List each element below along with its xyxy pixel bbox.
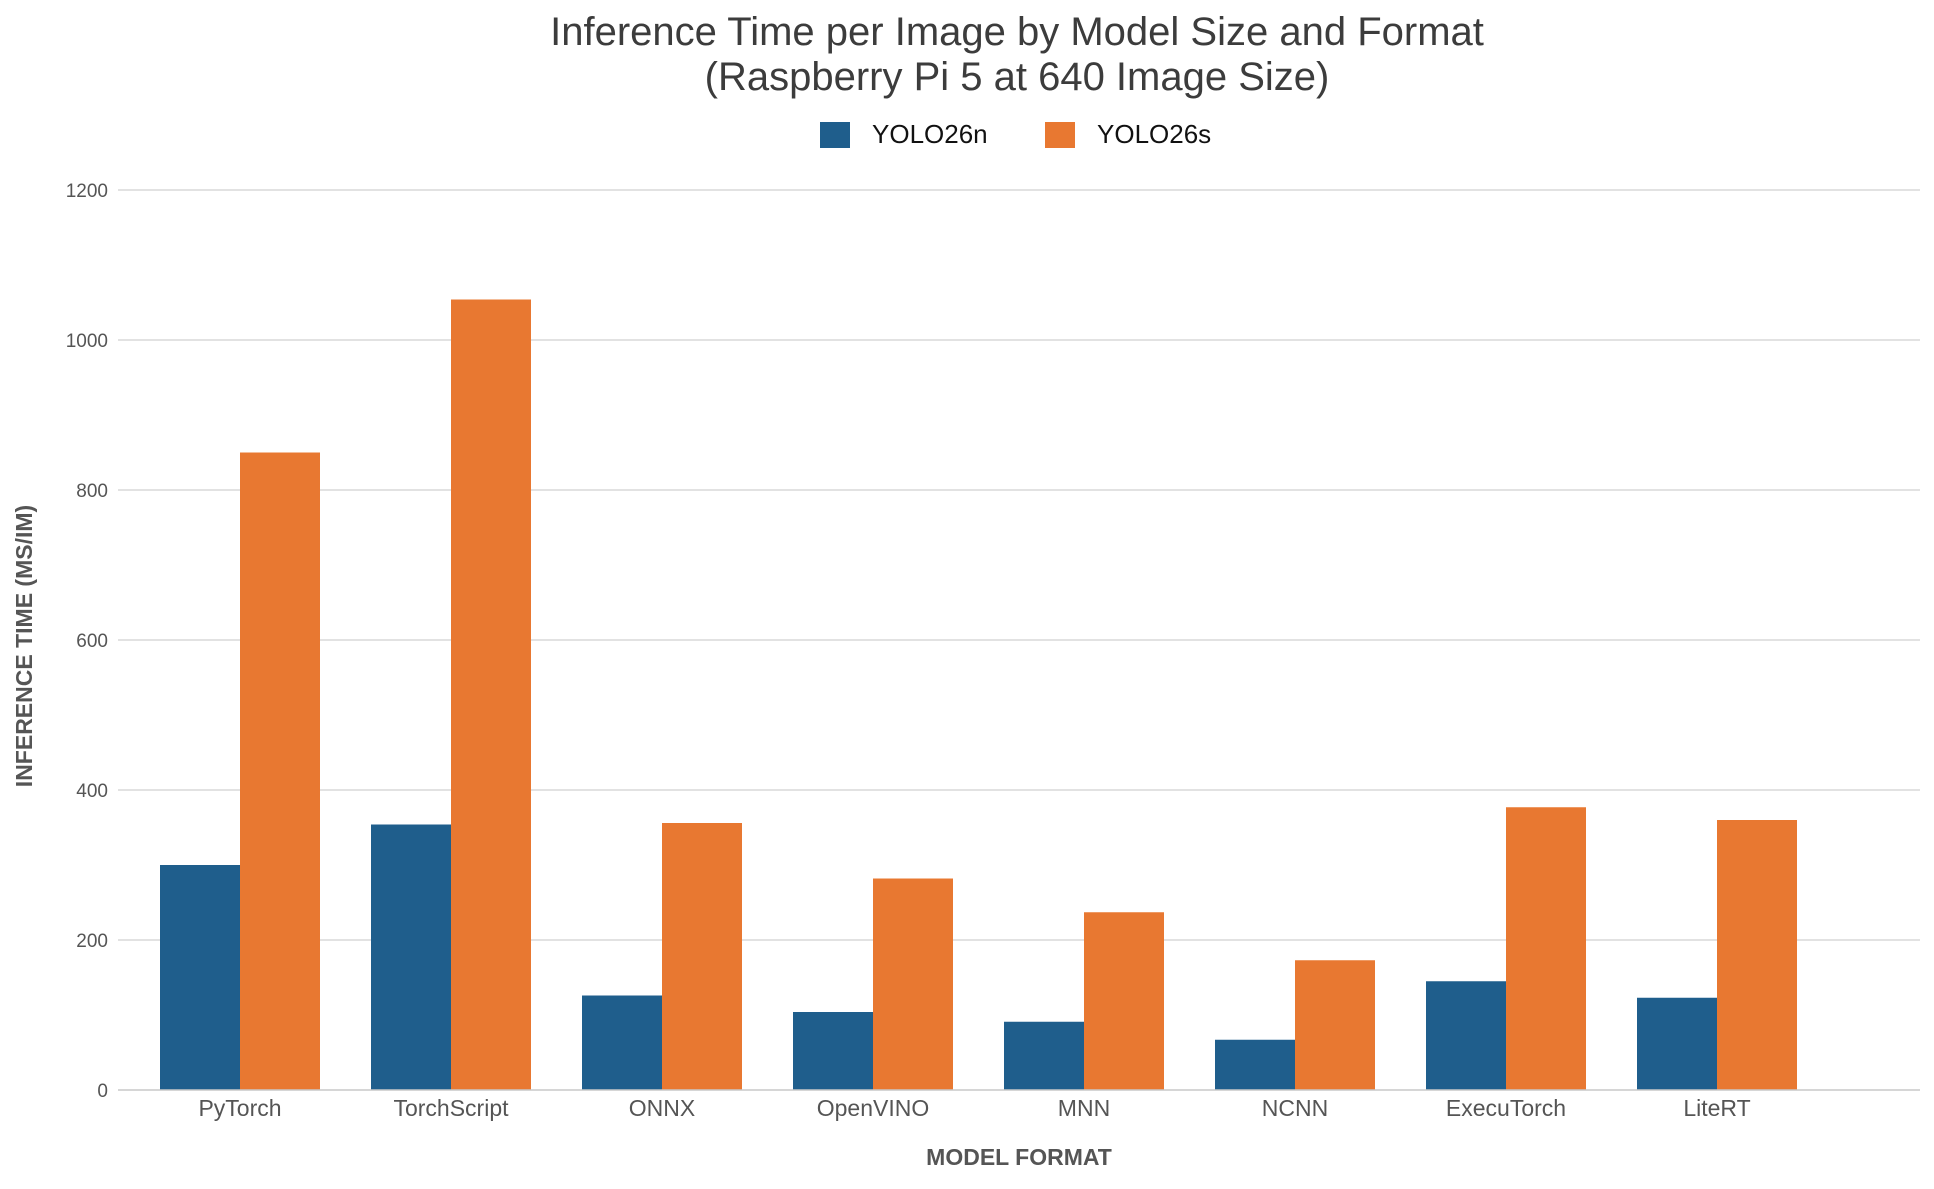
bar-yolo26s-onnx[interactable] [662, 823, 742, 1090]
x-tick-label: ExecuTorch [1446, 1095, 1566, 1121]
bars [160, 299, 1797, 1091]
bar-yolo26n-litert[interactable] [1637, 997, 1717, 1090]
x-tick-label: MNN [1058, 1095, 1110, 1121]
bar-yolo26s-torchscript[interactable] [451, 299, 531, 1091]
bar-yolo26s-pytorch[interactable] [240, 452, 320, 1091]
y-tick-label: 0 [97, 1081, 108, 1102]
bar-yolo26s-ncnn[interactable] [1295, 960, 1375, 1090]
legend-swatch-series-0 [820, 122, 850, 148]
x-tick-label: TorchScript [393, 1095, 509, 1121]
chart-title-line1: Inference Time per Image by Model Size a… [550, 10, 1484, 54]
legend-label-series-1: YOLO26s [1097, 119, 1211, 149]
x-tick-label: LiteRT [1683, 1095, 1750, 1121]
y-tick-label: 400 [76, 781, 108, 802]
bar-yolo26n-torchscript[interactable] [371, 824, 451, 1091]
bar-yolo26n-mnn[interactable] [1004, 1021, 1084, 1090]
bar-yolo26n-openvino[interactable] [793, 1012, 873, 1090]
legend-item-series-1[interactable]: YOLO26s [1045, 119, 1211, 149]
gridlines [118, 189, 1920, 941]
y-tick-label: 1000 [66, 331, 108, 352]
x-axis-ticks: PyTorch TorchScript ONNX OpenVINO MNN NCNN Exe… [198, 1095, 1750, 1121]
bar-yolo26s-litert[interactable] [1717, 820, 1797, 1090]
y-tick-label: 600 [76, 631, 108, 652]
bar-yolo26s-mnn[interactable] [1084, 912, 1164, 1090]
bar-yolo26n-onnx[interactable] [582, 995, 662, 1091]
bar-yolo26s-executorch[interactable] [1506, 807, 1586, 1090]
y-axis-ticks: 0 200 400 600 800 1000 1200 [66, 181, 108, 1102]
bar-yolo26n-ncnn[interactable] [1215, 1039, 1295, 1090]
y-tick-label: 1200 [66, 181, 108, 202]
y-axis-label: INFERENCE TIME (MS/IM) [11, 505, 37, 787]
y-tick-label: 200 [76, 931, 108, 952]
y-tick-label: 800 [76, 481, 108, 502]
x-tick-label: OpenVINO [817, 1095, 930, 1121]
chart-title-line2: (Raspberry Pi 5 at 640 Image Size) [705, 55, 1330, 99]
x-tick-label: ONNX [629, 1095, 695, 1121]
legend-swatch-series-1 [1045, 122, 1075, 148]
bar-yolo26s-openvino[interactable] [873, 878, 953, 1091]
x-tick-label: NCNN [1262, 1095, 1328, 1121]
legend-item-series-0[interactable]: YOLO26n [820, 119, 988, 149]
x-axis-label: MODEL FORMAT [926, 1144, 1112, 1170]
x-tick-label: PyTorch [198, 1095, 281, 1121]
bar-yolo26n-executorch[interactable] [1426, 981, 1506, 1090]
legend: YOLO26n YOLO26s [820, 119, 1211, 149]
legend-label-series-0: YOLO26n [872, 119, 988, 149]
bar-yolo26n-pytorch[interactable] [160, 865, 240, 1090]
